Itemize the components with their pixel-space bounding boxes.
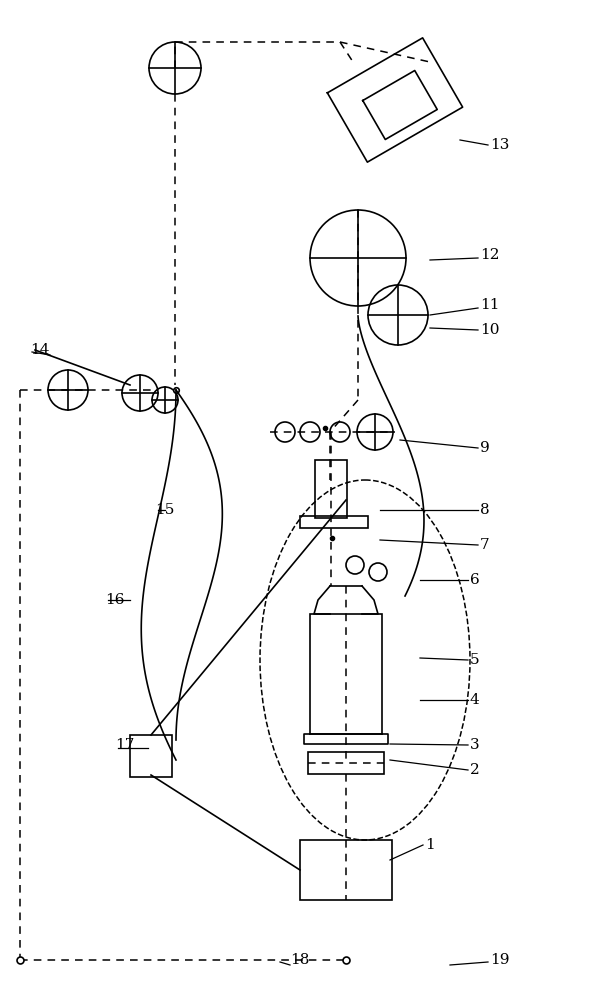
Text: 6: 6 (470, 573, 480, 587)
Text: 18: 18 (290, 953, 310, 967)
Text: 15: 15 (155, 503, 174, 517)
Text: 17: 17 (115, 738, 135, 752)
Text: 2: 2 (470, 763, 480, 777)
Bar (300, 840, 392, 900)
Text: 10: 10 (480, 323, 499, 337)
Text: 12: 12 (480, 248, 499, 262)
Text: 5: 5 (470, 653, 480, 667)
Text: 7: 7 (480, 538, 490, 552)
Bar (315, 460, 347, 518)
Text: 19: 19 (490, 953, 510, 967)
Text: 14: 14 (30, 343, 49, 357)
Text: 8: 8 (480, 503, 490, 517)
Text: 1: 1 (425, 838, 435, 852)
Bar (130, 735, 172, 777)
Text: 13: 13 (490, 138, 510, 152)
Text: 11: 11 (480, 298, 499, 312)
Text: 3: 3 (470, 738, 480, 752)
Bar (308, 752, 384, 774)
Text: 16: 16 (105, 593, 124, 607)
Text: 9: 9 (480, 441, 490, 455)
Text: 4: 4 (470, 693, 480, 707)
Bar (300, 516, 368, 528)
Bar (310, 614, 382, 734)
